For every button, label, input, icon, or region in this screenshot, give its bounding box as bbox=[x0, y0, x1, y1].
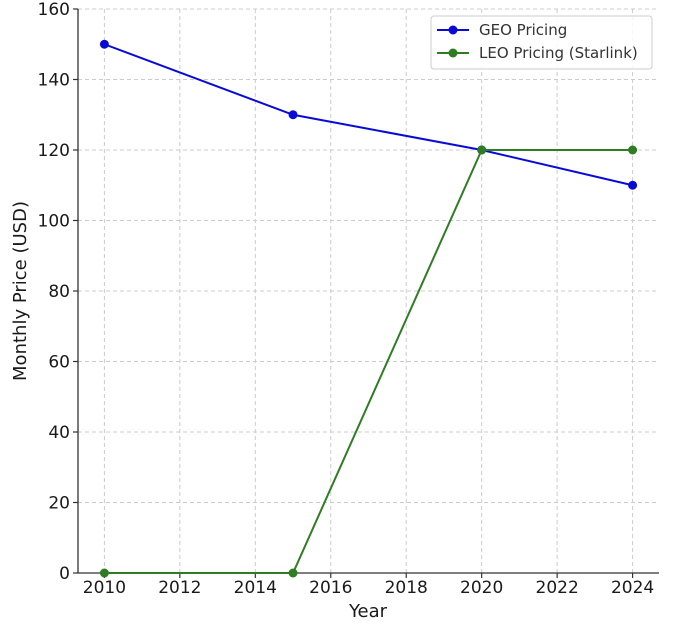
x-tick-label: 2018 bbox=[385, 578, 428, 598]
ticks: 2010 2012 2014 2016 2018 2020 2022 2024 0 20 40 60 8… bbox=[38, 0, 655, 598]
legend-marker-1 bbox=[448, 48, 458, 58]
legend-box bbox=[430, 15, 653, 70]
legend-label-0: GEO Pricing bbox=[479, 21, 567, 39]
x-tick-label: 2024 bbox=[611, 578, 654, 598]
legend-marker-0 bbox=[448, 25, 458, 35]
y-tick-label: 100 bbox=[38, 212, 70, 232]
y-tick-label: 0 bbox=[59, 564, 70, 584]
y-tick-label: 160 bbox=[38, 0, 70, 20]
y-tick-label: 60 bbox=[48, 353, 70, 373]
series-line-0 bbox=[104, 43, 633, 187]
series-group bbox=[99, 39, 638, 578]
y-tick-label: 120 bbox=[38, 141, 70, 161]
y-axis-title: Monthly Price (USD) bbox=[10, 201, 31, 381]
data-point bbox=[628, 145, 638, 155]
legend-label-1: LEO Pricing (Starlink) bbox=[479, 44, 638, 62]
y-tick-label: 20 bbox=[48, 494, 70, 514]
data-point bbox=[99, 568, 109, 578]
data-point bbox=[288, 110, 298, 120]
series-line-1 bbox=[104, 149, 633, 574]
x-tick-label: 2014 bbox=[234, 578, 277, 598]
data-point bbox=[288, 568, 298, 578]
x-tick-label: 2022 bbox=[536, 578, 579, 598]
x-tick-label: 2010 bbox=[83, 578, 126, 598]
grid bbox=[78, 8, 659, 574]
data-point bbox=[628, 180, 638, 190]
legend: GEO Pricing LEO Pricing (Starlink) bbox=[430, 15, 653, 70]
x-tick-label: 2016 bbox=[309, 578, 352, 598]
x-axis-title: Year bbox=[348, 601, 388, 622]
y-tick-label: 40 bbox=[48, 423, 70, 443]
x-tick-label: 2020 bbox=[460, 578, 503, 598]
x-tick-label: 2012 bbox=[158, 578, 201, 598]
y-tick-label: 80 bbox=[48, 282, 70, 302]
y-tick-label: 140 bbox=[38, 71, 70, 91]
data-point bbox=[99, 39, 109, 49]
data-point bbox=[477, 145, 487, 155]
